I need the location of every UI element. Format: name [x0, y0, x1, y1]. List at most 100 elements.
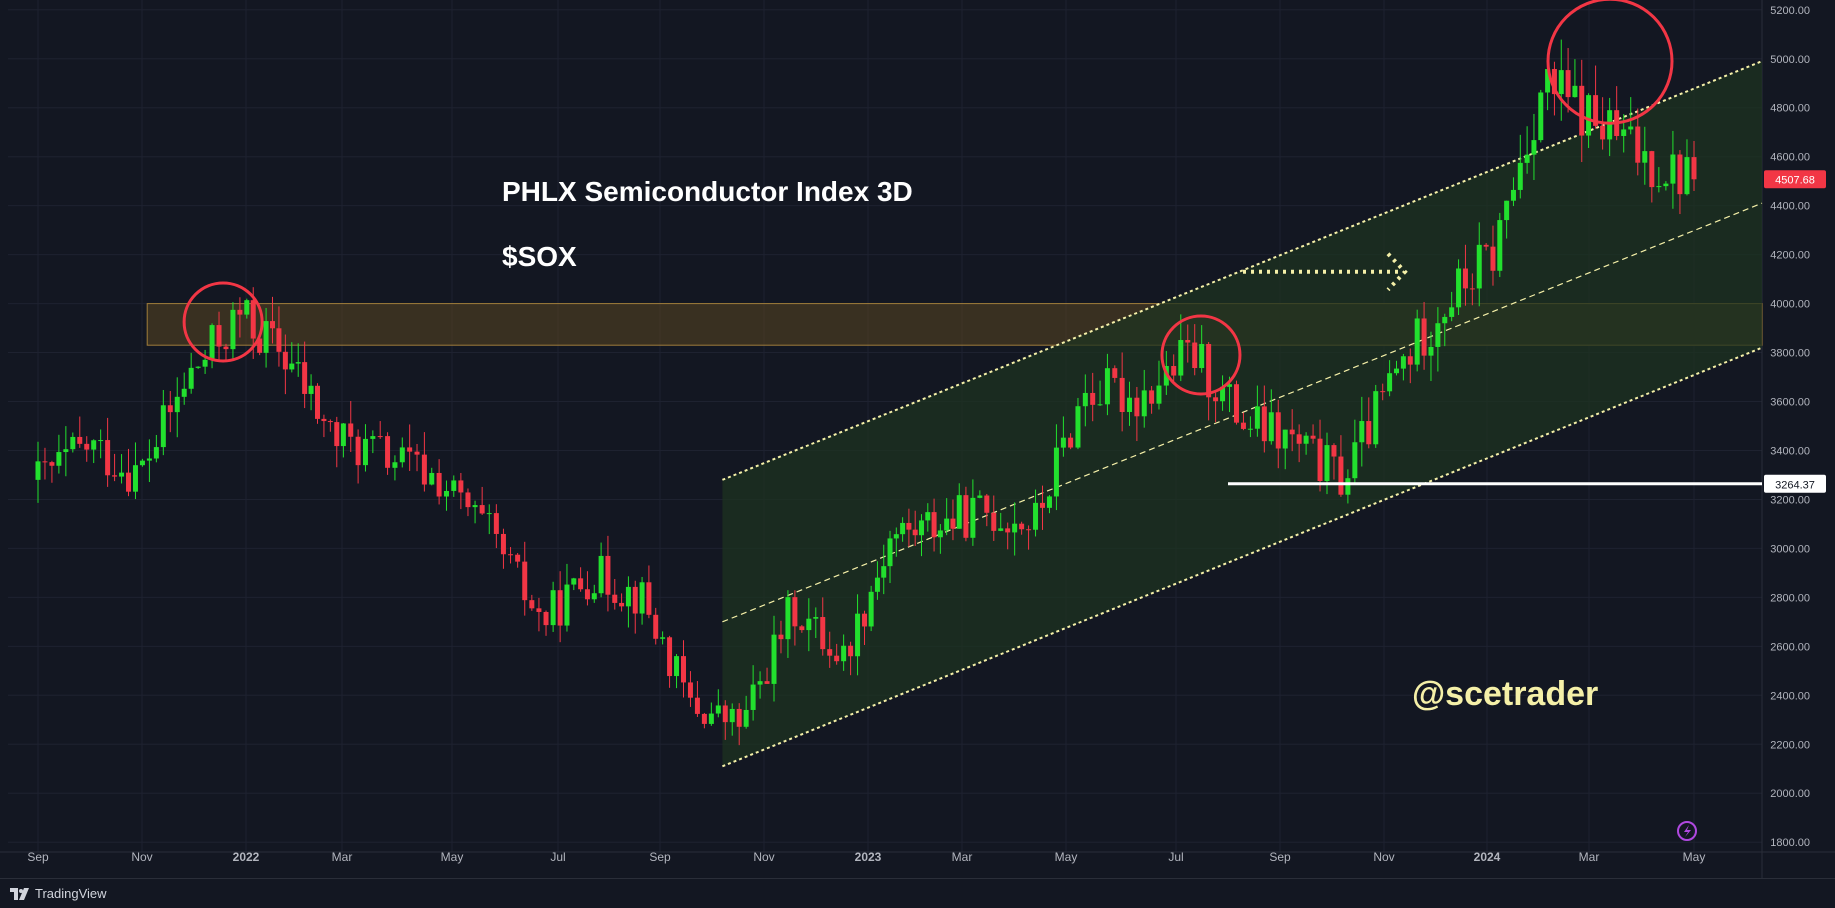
candle-up: [63, 449, 69, 453]
candle-down: [1068, 437, 1074, 448]
candle-up: [1656, 186, 1662, 188]
time-tick-label: Sep: [27, 850, 49, 864]
candle-down: [479, 505, 485, 514]
tradingview-logo-icon: [10, 887, 29, 900]
candle-down: [321, 418, 327, 422]
candle-up: [244, 300, 250, 315]
candle-down: [282, 351, 288, 370]
candle-down: [646, 582, 652, 615]
candle-down: [984, 495, 990, 513]
candle-down: [701, 713, 707, 724]
trend-channel[interactable]: [722, 60, 1763, 768]
candle-up: [1531, 140, 1537, 155]
price-tick-label: 1800.00: [1770, 837, 1810, 849]
candle-down: [619, 602, 625, 607]
candle-down: [105, 440, 111, 476]
candle-up: [340, 423, 346, 447]
candle-down: [1691, 157, 1697, 180]
time-tick-label: 2024: [1474, 850, 1501, 864]
candle-up: [1046, 496, 1052, 508]
candle-up: [743, 709, 749, 727]
candle-up: [944, 518, 950, 531]
candle-up: [443, 490, 449, 497]
candle-down: [827, 649, 833, 656]
candle-up: [1628, 126, 1634, 130]
candle-down: [42, 461, 48, 463]
channel-fill: [722, 61, 1762, 767]
candle-up: [1642, 151, 1648, 163]
candle-down: [407, 447, 413, 452]
candle-up: [1324, 445, 1330, 482]
candle-down: [963, 495, 969, 538]
arrow-head: [1386, 252, 1408, 292]
candle-up: [486, 513, 492, 515]
candle-down: [237, 309, 243, 315]
candle-up: [1387, 373, 1393, 392]
chart-title-annotation: PHLX Semiconductor Index 3D: [502, 176, 913, 207]
candle-up: [937, 530, 943, 538]
footer-bar: TradingView: [0, 878, 1835, 908]
watermark-text: @scetrader: [1412, 675, 1598, 713]
candle-down: [1185, 340, 1191, 343]
price-tick-label: 3200.00: [1770, 494, 1810, 506]
candle-up: [715, 705, 721, 714]
candle-down: [764, 681, 770, 684]
price-tick-label: 3800.00: [1770, 348, 1810, 360]
candle-down: [680, 656, 686, 683]
time-tick-label: 2023: [855, 850, 882, 864]
candle-down: [1579, 85, 1585, 136]
price-chart[interactable]: 3264.37 1800.00 2000.00 2200.00 2400.00 2600…: [0, 0, 1835, 878]
candle-up: [362, 438, 368, 466]
candle-up: [56, 452, 62, 466]
candle-down: [348, 423, 354, 437]
support-line[interactable]: 3264.37: [1228, 474, 1826, 493]
candle-up: [1199, 344, 1205, 369]
candle-up: [132, 465, 138, 492]
candle-up: [625, 586, 631, 607]
candle-up: [1156, 385, 1162, 404]
candle-down: [421, 454, 427, 485]
candle-up: [1517, 162, 1523, 190]
candle-down: [1134, 397, 1140, 417]
candle-up: [956, 495, 962, 529]
tradingview-brand-label: TradingView: [35, 886, 107, 901]
price-tick-label: 4800.00: [1770, 103, 1810, 115]
tradingview-logo[interactable]: TradingView: [10, 886, 107, 901]
candle-up: [639, 582, 645, 614]
candle-up: [1510, 189, 1516, 201]
candle-up: [1075, 406, 1081, 448]
candle-down: [458, 480, 464, 493]
time-tick-label: 2022: [233, 850, 260, 864]
candle-down: [508, 554, 514, 556]
support-price-badge: [1764, 474, 1826, 493]
price-tick-label: 3000.00: [1770, 543, 1810, 555]
candle-down: [543, 611, 549, 626]
candle-down: [736, 708, 742, 727]
candle-up: [1545, 69, 1551, 93]
candle-up: [1538, 92, 1544, 141]
candle-down: [223, 346, 229, 350]
candle-down: [167, 405, 173, 413]
candle-up: [91, 440, 97, 450]
candle-up: [1670, 154, 1676, 184]
candle-down: [1206, 344, 1212, 398]
candle-down: [1483, 244, 1489, 247]
candle-down: [1261, 406, 1267, 442]
candle-down: [1275, 412, 1281, 449]
candle-down: [493, 513, 499, 534]
candle-down: [500, 533, 506, 555]
candle-down: [515, 554, 521, 562]
candle-up: [771, 634, 777, 684]
time-tick-label: Mar: [952, 850, 973, 864]
flash-icon[interactable]: [1677, 821, 1697, 841]
price-tick-label: 4400.00: [1770, 201, 1810, 213]
candle-down: [1600, 125, 1606, 140]
price-tick-label: 2600.00: [1770, 641, 1810, 653]
price-axis[interactable]: 1800.00 2000.00 2200.00 2400.00 2600.00 2800.…: [1764, 5, 1826, 849]
candle-up: [674, 656, 680, 677]
candle-down: [931, 512, 937, 538]
candle-up: [1227, 384, 1233, 387]
time-axis[interactable]: Sep Nov 2022 Mar May Jul Sep Nov 2023 Mar May Jul Se…: [27, 850, 1705, 864]
candle-up: [977, 495, 983, 498]
candle-down: [1462, 268, 1468, 289]
